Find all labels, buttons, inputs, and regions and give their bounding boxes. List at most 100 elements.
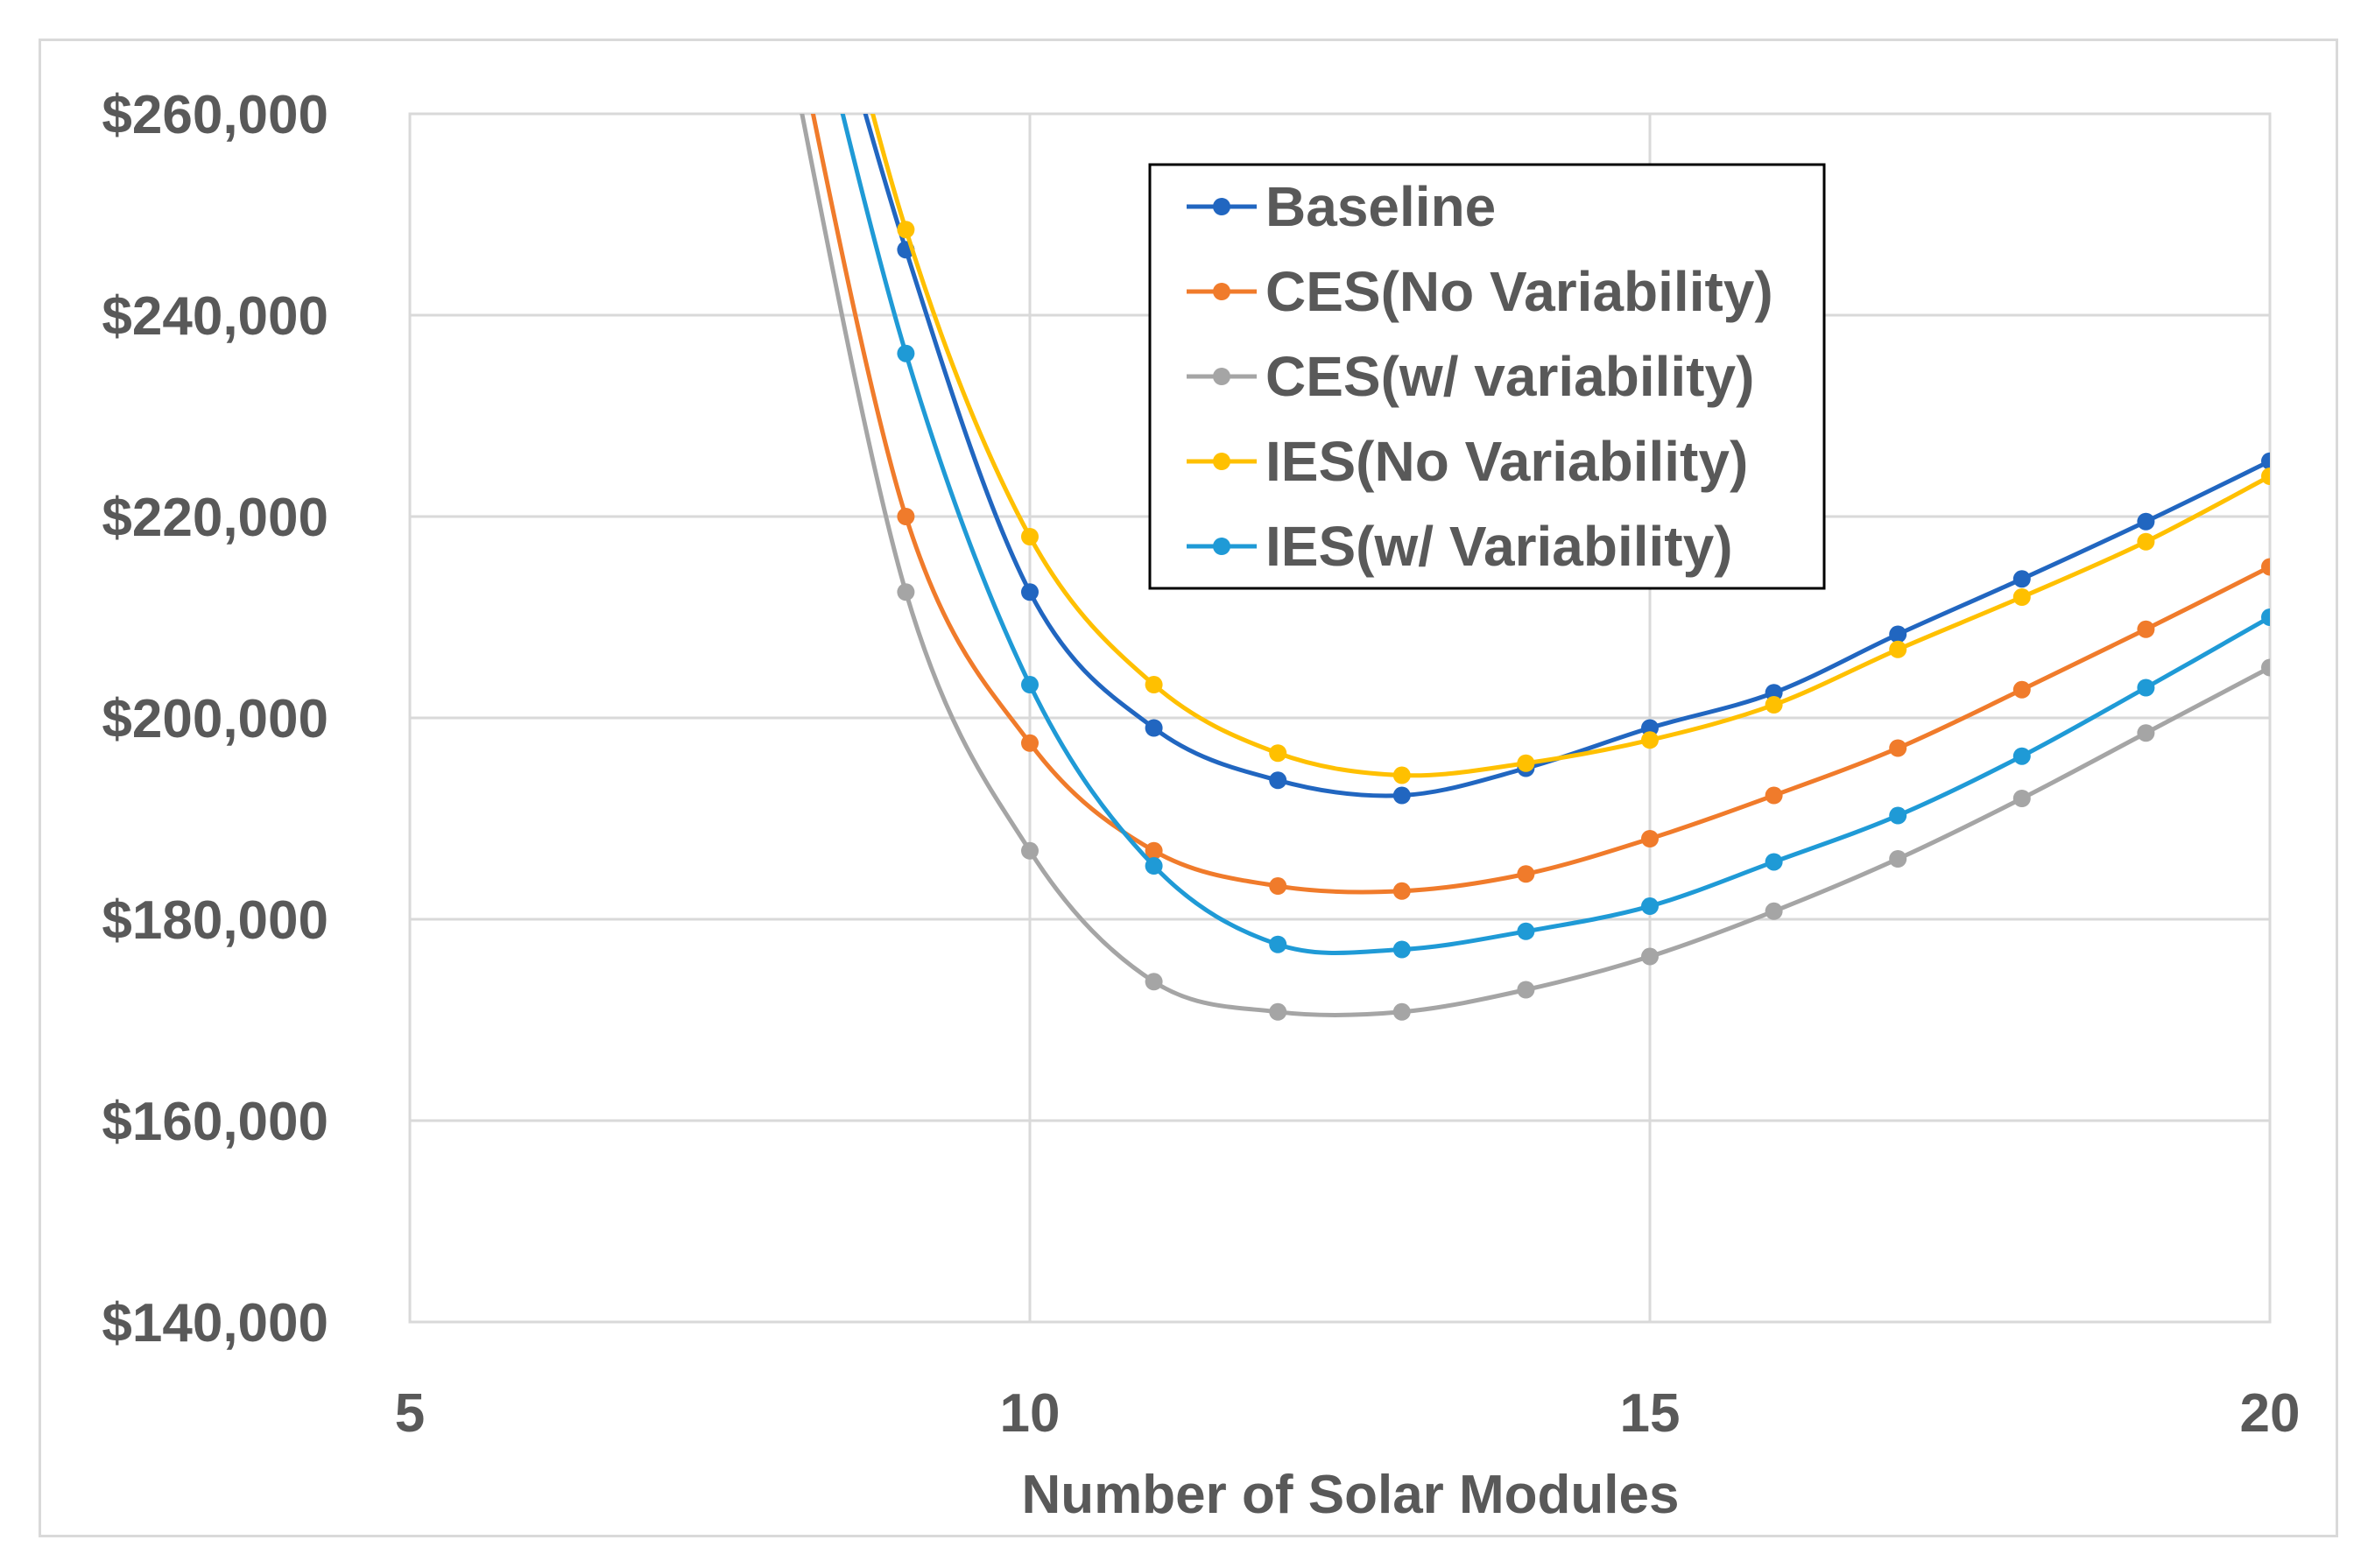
legend-item: IES(w/ Variability) (1187, 515, 1733, 578)
data-point (1145, 676, 1163, 694)
legend-label: IES(w/ Variability) (1265, 515, 1733, 578)
series-line (863, 114, 2270, 798)
data-point (1021, 528, 1039, 545)
data-point (2261, 452, 2270, 470)
legend-label: CES(w/ variability) (1265, 345, 1754, 408)
data-point (2137, 512, 2155, 531)
data-point (1641, 947, 1659, 966)
data-point (1269, 1002, 1287, 1021)
data-point (1145, 841, 1163, 860)
data-point (1269, 744, 1287, 763)
legend: Baseline CES(No Variability) CES(w/ variab… (1148, 163, 1826, 590)
legend-label: CES(No Variability) (1265, 260, 1773, 323)
data-point (2137, 679, 2155, 697)
data-point (2012, 588, 2031, 606)
legend-label: Baseline (1265, 175, 1496, 238)
data-point (2261, 468, 2270, 485)
legend-marker (1213, 198, 1230, 215)
data-point (1641, 830, 1659, 847)
plot-area-border (408, 112, 2272, 1324)
legend-marker (1213, 283, 1230, 300)
data-point (1641, 719, 1659, 737)
legend-marker (1213, 368, 1230, 385)
y-tick-label: $200,000 (102, 689, 328, 749)
legend-item: IES(No Variability) (1187, 430, 1748, 493)
x-tick-label: 10 (1000, 1383, 1061, 1444)
data-point (1641, 897, 1659, 916)
data-point (897, 344, 915, 362)
series-ces-no-variability- (810, 114, 2270, 900)
legend-label: IES(No Variability) (1265, 430, 1748, 493)
data-point (1517, 922, 1535, 940)
data-point (2261, 608, 2270, 626)
data-point (1765, 853, 1783, 871)
y-tick-label: $180,000 (102, 890, 328, 951)
series-ces-w-variability- (800, 114, 2270, 1021)
data-point (1765, 696, 1783, 714)
data-point (1641, 731, 1659, 749)
data-point (1021, 583, 1039, 601)
y-tick-label: $260,000 (102, 85, 328, 145)
data-point (2012, 790, 2031, 807)
data-point (1765, 684, 1783, 702)
data-point (1392, 882, 1411, 900)
data-point (2012, 747, 2031, 765)
data-point (2137, 724, 2155, 742)
data-point (2261, 558, 2270, 576)
x-axis-title: Number of Solar Modules (1022, 1465, 1680, 1525)
series-line (810, 114, 2270, 895)
y-tick-label: $220,000 (102, 488, 328, 548)
data-point (1145, 857, 1163, 875)
legend-marker (1213, 538, 1230, 555)
x-tick-label: 20 (2240, 1383, 2301, 1444)
legend-item: CES(w/ variability) (1187, 345, 1754, 408)
data-point (1269, 935, 1287, 953)
data-point (1517, 981, 1535, 999)
data-point (1517, 865, 1535, 883)
legend-marker (1213, 453, 1230, 470)
data-point (1889, 739, 1907, 757)
data-point (1021, 734, 1039, 752)
series-line (800, 114, 2270, 1018)
series-ies-no-variability- (870, 114, 2270, 784)
series-line (870, 114, 2270, 778)
data-point (2012, 570, 2031, 588)
tick-labels: $140,000 $160,000 $180,000 $200,000 $220,000… (102, 85, 2300, 1444)
data-point (1765, 786, 1783, 805)
data-point (1269, 771, 1287, 790)
data-point (1392, 786, 1411, 805)
data-point (2012, 680, 2031, 699)
data-point (1392, 1002, 1411, 1021)
x-tick-label: 15 (1620, 1383, 1681, 1444)
data-point (1765, 902, 1783, 920)
series-line (840, 114, 2270, 956)
legend-box (1148, 163, 1826, 590)
data-point (1269, 877, 1287, 896)
data-point (2137, 532, 2155, 551)
data-point (2261, 658, 2270, 677)
y-tick-label: $240,000 (102, 286, 328, 347)
data-point (1392, 766, 1411, 784)
series-layer (800, 114, 2270, 1021)
data-point (1021, 841, 1039, 860)
data-point (1517, 754, 1535, 772)
data-point (1021, 676, 1039, 694)
axes (408, 112, 2272, 1324)
data-point (1145, 719, 1163, 737)
legend-item: Baseline (1187, 175, 1496, 238)
legend-item: CES(No Variability) (1187, 260, 1773, 323)
y-tick-label: $160,000 (102, 1092, 328, 1152)
data-point (2137, 620, 2155, 638)
data-point (897, 221, 915, 239)
series-baseline (863, 114, 2270, 805)
data-point (1392, 940, 1411, 959)
data-point (1889, 640, 1907, 658)
series-ies-w-variability- (840, 114, 2270, 959)
data-point (897, 508, 915, 525)
data-point (897, 583, 915, 601)
data-point (1889, 850, 1907, 868)
x-tick-label: 5 (395, 1383, 425, 1444)
data-point (1145, 973, 1163, 991)
data-point (1889, 625, 1907, 643)
